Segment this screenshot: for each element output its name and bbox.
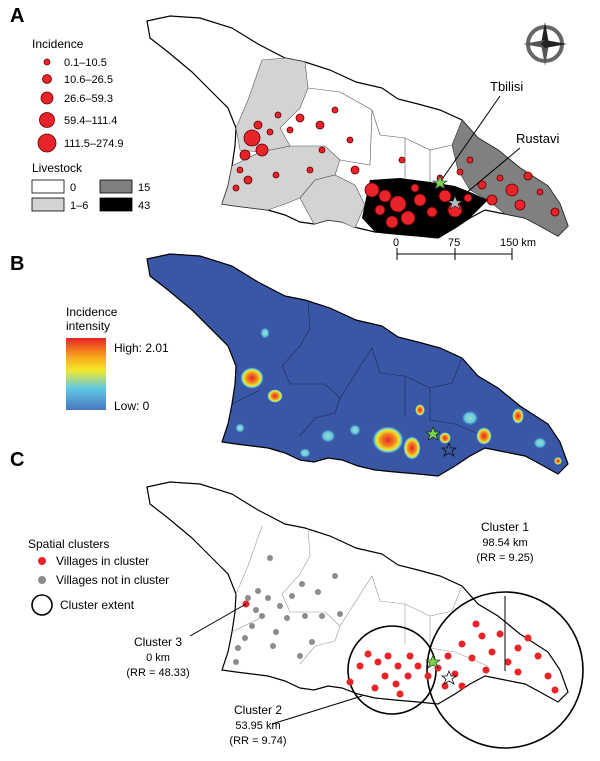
cluster-1-name: Cluster 1 (481, 520, 529, 534)
intensity-high-label: High: 2.01 (114, 341, 169, 355)
incidence-legend-title: Incidence (32, 37, 84, 51)
cluster-1-radius: 98.54 km (482, 537, 527, 549)
region-dark-gray (451, 119, 569, 237)
north-arrow-icon (523, 22, 567, 66)
incidence-class-1: 0.1–10.5 (64, 57, 107, 69)
intensity-low-label: Low: 0 (114, 399, 150, 413)
cluster-legend-title: Spatial clusters (28, 537, 109, 551)
cluster-3-radius: 0 km (146, 652, 170, 664)
intensity-legend-title-2: intensity (66, 319, 110, 333)
panel-b-letter: B (10, 253, 24, 275)
cluster-2-annotation: Cluster 2 53.95 km (RR = 9.74) (229, 703, 286, 747)
livestock-legend: Livestock 0 1–6 15 43 (31, 161, 150, 212)
intensity-legend-title-1: Incidence (66, 305, 118, 319)
incidence-class-5: 111.5–274.9 (64, 138, 124, 150)
livestock-legend-title: Livestock (32, 161, 83, 175)
scale-tick-150: 150 km (500, 237, 536, 249)
region-light-north (235, 57, 309, 153)
incidence-class-4: 59.4–111.4 (64, 115, 117, 127)
incidence-class-3: 26.6–59.3 (64, 93, 113, 105)
panel-a-letter: A (10, 5, 24, 27)
panel-c-letter: C (10, 449, 24, 471)
region-borders (307, 87, 453, 182)
tbilisi-star-a (432, 175, 448, 190)
villages-in-cluster (242, 600, 559, 698)
tbilisi-leader (442, 95, 501, 179)
legend-not-in-cluster: Villages not in cluster (56, 573, 169, 587)
scale-bar: 0 75 150 km (393, 237, 536, 260)
rustavi-leader (458, 147, 521, 200)
cluster-1-rr: (RR = 9.25) (476, 552, 533, 564)
cluster-3-name: Cluster 3 (134, 635, 182, 649)
scale-tick-0: 0 (393, 237, 399, 249)
rustavi-label: Rustavi (516, 131, 559, 146)
cluster-legend: Spatial clusters Villages in cluster Vil… (28, 537, 169, 616)
cluster-map (146, 481, 584, 749)
legend-cluster-extent: Cluster extent (60, 598, 135, 612)
scale-tick-75: 75 (448, 237, 460, 249)
livestock-class-1: 0 (70, 182, 76, 194)
livestock-class-3: 15 (138, 182, 150, 194)
livestock-class-2: 1–6 (70, 200, 88, 212)
legend-in-cluster: Villages in cluster (56, 554, 149, 568)
cluster-2-rr: (RR = 9.74) (229, 735, 286, 747)
cluster-2-name: Cluster 2 (234, 703, 282, 717)
incidence-class-2: 10.6–26.5 (64, 74, 113, 86)
panel-b: B Incidence intensity (10, 253, 569, 477)
cluster-2-radius: 53.95 km (235, 720, 280, 732)
livestock-class-4: 43 (138, 200, 150, 212)
incidence-legend: Incidence 0.1–10.5 10.6–26.5 26.6–59.3 5… (32, 37, 124, 153)
cluster-3-rr: (RR = 48.33) (126, 667, 189, 679)
tbilisi-label: Tbilisi (490, 79, 523, 94)
cluster-1-extent (426, 591, 584, 749)
villages-not-in-cluster (233, 555, 343, 665)
cluster-1-annotation: Cluster 1 98.54 km (RR = 9.25) (476, 520, 533, 564)
panel-a: A Tbil (10, 5, 569, 260)
heatmap (146, 253, 569, 477)
region-light-south (299, 174, 366, 229)
rustavi-star-a (447, 195, 463, 210)
cluster-3-annotation: Cluster 3 0 km (RR = 48.33) (126, 635, 189, 679)
intensity-legend: Incidence intensity High: 2.01 Low: 0 (66, 305, 169, 413)
intensity-colorbar (66, 338, 106, 410)
georgia-map-a (146, 15, 569, 239)
panel-c: C (10, 449, 584, 749)
